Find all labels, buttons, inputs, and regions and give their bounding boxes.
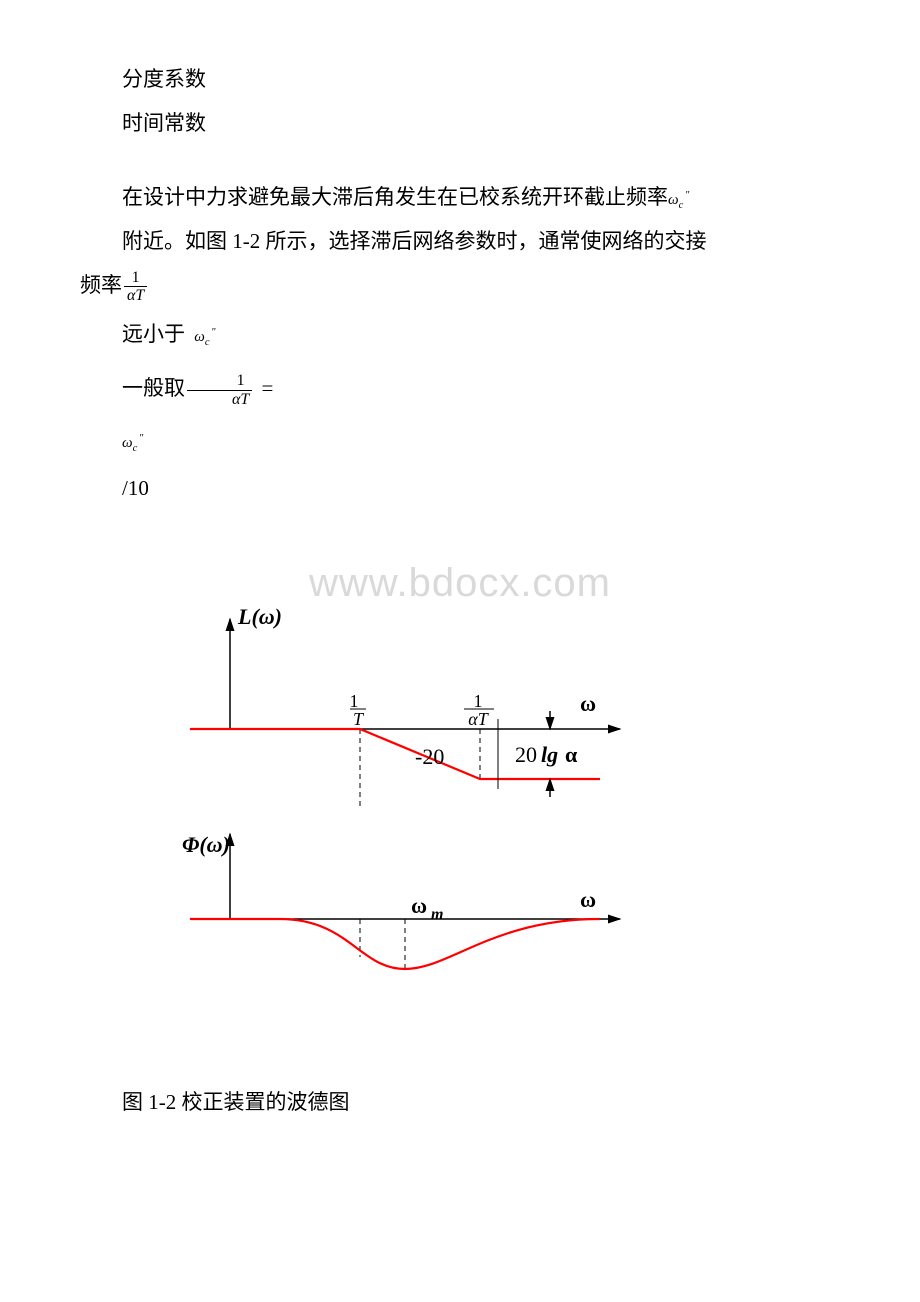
omega-c-1: ωc″ bbox=[668, 192, 683, 208]
svg-text:Φ(ω): Φ(ω) bbox=[182, 832, 230, 857]
para2a-text: 附近。如图 1-2 所示，选择滞后网络参数时，通常使网络的交接 bbox=[122, 229, 707, 253]
para-2b: 频率1αT bbox=[80, 266, 840, 306]
svg-text:m: m bbox=[431, 906, 443, 923]
svg-text:αT: αT bbox=[468, 709, 489, 729]
para1-text: 在设计中力求避免最大滞后角发生在已校系统开环截止频率 bbox=[122, 185, 668, 209]
para-1: 在设计中力求避免最大滞后角发生在已校系统开环截止频率ωc″ bbox=[80, 178, 840, 218]
page-content: 分度系数 时间常数 在设计中力求避免最大滞后角发生在已校系统开环截止频率ωc″ … bbox=[80, 60, 840, 1123]
svg-text:1: 1 bbox=[350, 691, 359, 711]
frac-1-over-aT-b: 1αT bbox=[187, 372, 252, 408]
line-fendu: 分度系数 bbox=[80, 60, 840, 100]
para4-text: 一般取 bbox=[122, 376, 185, 400]
frac-1-over-aT-a: 1αT bbox=[124, 269, 147, 305]
svg-text:lg: lg bbox=[541, 742, 558, 767]
line-shijian: 时间常数 bbox=[80, 104, 840, 144]
para-5: /10 bbox=[80, 469, 840, 509]
para-2a: 附近。如图 1-2 所示，选择滞后网络参数时，通常使网络的交接 bbox=[80, 222, 840, 262]
svg-text:ω: ω bbox=[411, 893, 427, 918]
svg-text:L(ω): L(ω) bbox=[237, 604, 282, 629]
equals-sign: = bbox=[262, 376, 274, 400]
para-4: 一般取1αT = bbox=[80, 369, 840, 409]
para2b-text: 频率 bbox=[80, 273, 122, 297]
svg-text:-20: -20 bbox=[415, 744, 444, 769]
svg-text:ω: ω bbox=[580, 887, 596, 912]
omega-c-2: ωc″ bbox=[194, 329, 209, 345]
figure-caption: 图 1-2 校正装置的波德图 bbox=[80, 1083, 840, 1123]
svg-text:1: 1 bbox=[474, 691, 483, 711]
bode-diagram: L(ω)ω1T1αT-2020lgαΦ(ω)ωωm bbox=[170, 599, 840, 1033]
svg-text:ω: ω bbox=[580, 691, 596, 716]
para-omega-c-line: ωc″ bbox=[80, 421, 840, 461]
bode-svg: L(ω)ω1T1αT-2020lgαΦ(ω)ωωm bbox=[170, 599, 650, 1019]
omega-c-3: ωc″ bbox=[122, 435, 137, 451]
svg-text:20: 20 bbox=[515, 742, 537, 767]
para-3: 远小于 ωc″ bbox=[80, 315, 840, 355]
svg-text:T: T bbox=[353, 709, 365, 729]
svg-text:α: α bbox=[565, 742, 578, 767]
